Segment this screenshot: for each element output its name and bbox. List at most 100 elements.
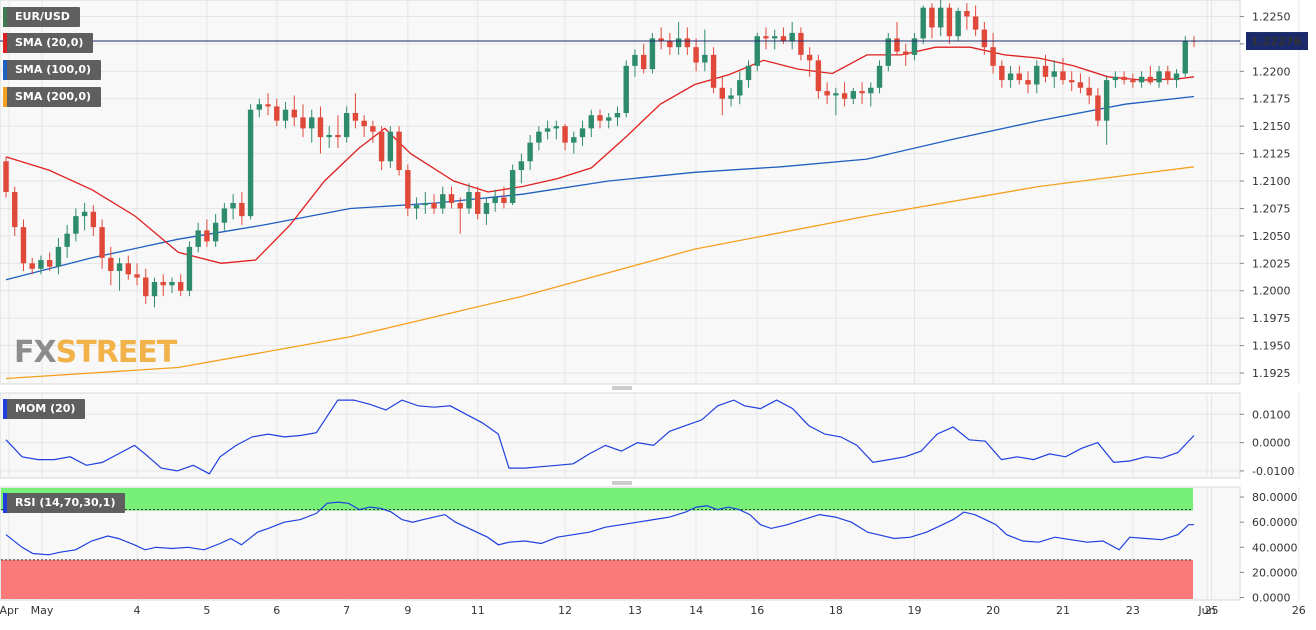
candle — [448, 186, 455, 209]
price-tick-label: 1.2025 — [1252, 257, 1291, 270]
rsi-overbought-zone — [1, 488, 1193, 511]
candle-body — [710, 54, 717, 88]
sma20-tag[interactable]: SMA (20,0) — [3, 33, 94, 53]
candle-body — [771, 36, 778, 39]
candle-body — [693, 47, 699, 63]
candle-body — [1077, 82, 1084, 88]
candle-body — [623, 65, 629, 114]
candle — [937, 0, 944, 37]
candle — [571, 131, 577, 154]
candle-body — [361, 120, 367, 127]
candle-body — [352, 113, 359, 121]
candle — [518, 153, 525, 184]
candle — [370, 120, 376, 143]
x-tick-label: 14 — [689, 604, 703, 617]
candle-body — [702, 54, 708, 63]
candle — [99, 219, 105, 269]
candle — [64, 224, 70, 258]
x-tick-label: 16 — [750, 604, 764, 617]
candle — [544, 120, 551, 140]
candle-body — [282, 109, 289, 121]
price-tick-label: 1.2050 — [1252, 230, 1291, 243]
momentum-tick-label: 0.0000 — [1252, 437, 1291, 450]
candle — [143, 268, 149, 304]
rsi-tick-label: 20.0000 — [1252, 566, 1298, 579]
x-tick-label: 26 — [1292, 604, 1306, 617]
candle — [955, 7, 961, 41]
candle-body — [405, 170, 411, 209]
momentum-tag[interactable]: MOM (20) — [3, 399, 86, 419]
x-tick-label: 19 — [907, 604, 921, 617]
price-tick-label: 1.2000 — [1252, 285, 1291, 298]
candle-body — [911, 38, 918, 55]
x-tick-label: 5 — [203, 604, 210, 617]
candle — [343, 106, 350, 143]
candle — [675, 21, 682, 55]
candle — [623, 60, 629, 118]
x-tick-label: 13 — [628, 604, 642, 617]
x-tick-label: Apr — [0, 604, 19, 617]
candle — [151, 277, 158, 308]
candle — [396, 126, 402, 176]
x-tick-label: 18 — [829, 604, 843, 617]
candle — [177, 274, 184, 297]
candle — [667, 32, 673, 55]
candle — [894, 21, 900, 55]
sma200-tag[interactable]: SMA (200,0) — [3, 87, 102, 107]
sma20-label: SMA (20,0) — [15, 36, 84, 49]
candle-body — [29, 263, 35, 269]
candle-body — [553, 126, 560, 129]
candle — [1042, 54, 1049, 83]
price-tick-label: 1.2200 — [1252, 65, 1291, 78]
candle — [658, 27, 664, 50]
candle-body — [1016, 73, 1023, 81]
price-tick-label: 1.2150 — [1252, 120, 1291, 133]
candle-body — [143, 277, 149, 297]
rsi-tick-label: 60.0000 — [1252, 516, 1298, 529]
symbol-tag[interactable]: EUR/USD — [3, 7, 80, 27]
candle — [876, 60, 883, 94]
candle — [256, 98, 263, 118]
candle — [588, 109, 594, 138]
candle — [527, 134, 533, 171]
candle-body — [1042, 65, 1049, 77]
candle-body — [868, 87, 874, 94]
price-tick-label: 1.1925 — [1252, 367, 1291, 380]
candle-body — [597, 115, 603, 121]
candle-body — [186, 246, 193, 291]
candle — [413, 197, 420, 220]
candle — [1051, 60, 1057, 88]
candle-body — [99, 227, 105, 258]
candle-body — [73, 216, 79, 234]
candle — [134, 263, 140, 286]
candle — [553, 120, 560, 140]
candle — [230, 194, 236, 220]
candle — [326, 126, 332, 149]
candle — [1147, 65, 1154, 85]
candle — [265, 93, 271, 116]
candle-body — [667, 40, 673, 48]
sma100-tag[interactable]: SMA (100,0) — [3, 60, 102, 80]
candle-body — [649, 38, 656, 70]
candle-body — [1051, 71, 1057, 77]
candle-body — [588, 115, 594, 129]
candle-body — [431, 202, 437, 209]
candle — [1121, 71, 1127, 85]
candle-body — [378, 131, 385, 162]
candle — [754, 32, 760, 72]
candle-body — [239, 202, 245, 217]
candle-body — [999, 65, 1005, 81]
candle — [833, 87, 839, 116]
candle — [483, 197, 490, 225]
candle-body — [990, 47, 996, 66]
candle — [90, 205, 97, 236]
price-tick-label: 1.1950 — [1252, 340, 1291, 353]
rsi-tag[interactable]: RSI (14,70,30,1) — [3, 493, 126, 513]
candle — [247, 104, 254, 220]
candle-body — [876, 65, 883, 88]
candle-body — [798, 32, 804, 55]
candle — [1182, 36, 1188, 77]
candle — [964, 3, 970, 30]
momentum-line — [5, 399, 1195, 475]
